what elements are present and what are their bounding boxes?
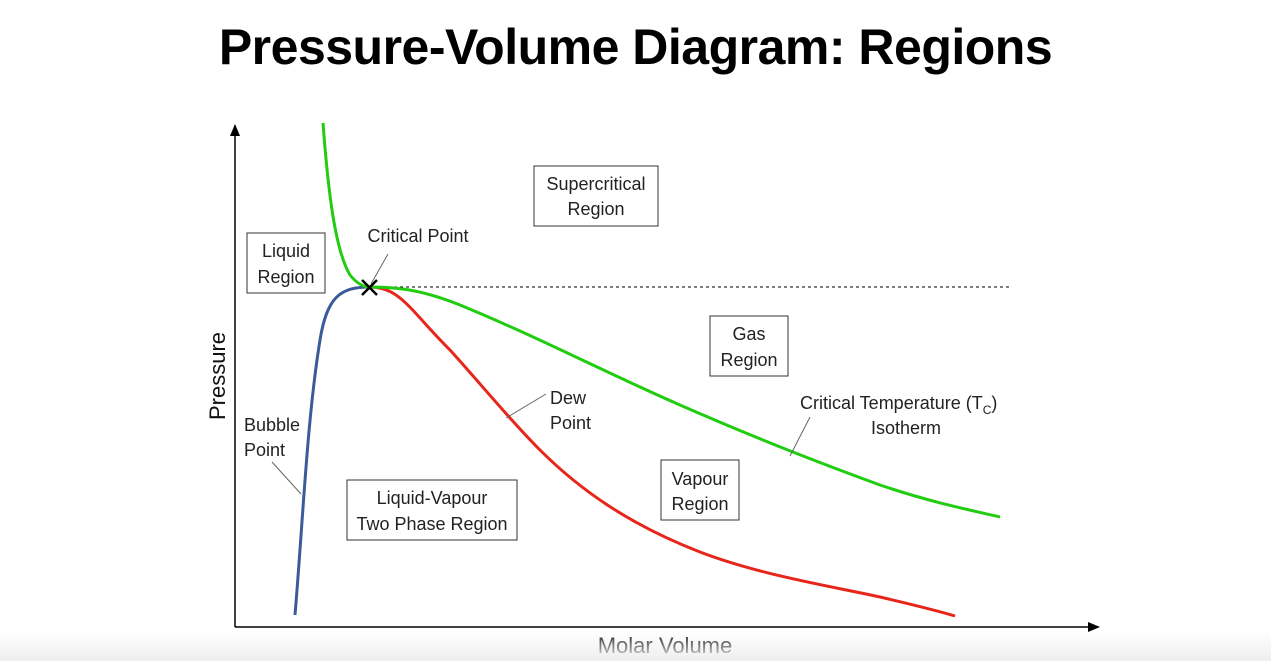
- two-phase-region-box: Liquid-Vapour Two Phase Region: [346, 479, 518, 541]
- page-title: Pressure-Volume Diagram: Regions: [218, 19, 1053, 75]
- bubble-point-label-line1: Bubble: [244, 415, 300, 435]
- y-axis-label: Pressure: [205, 332, 230, 420]
- liquid-label-line2: Region: [257, 267, 314, 287]
- two-phase-label-line1: Liquid-Vapour: [377, 488, 488, 508]
- isotherm-label-line2: Isotherm: [871, 418, 941, 438]
- critical-point-leader: [370, 253, 389, 285]
- supercritical-label-line1: Supercritical: [546, 174, 645, 194]
- isotherm-label-subscript: C: [983, 403, 992, 417]
- two-phase-label-line2: Two Phase Region: [356, 514, 507, 534]
- isotherm-leader: [789, 416, 811, 457]
- supercritical-label-line2: Region: [567, 199, 624, 219]
- dew-point-curve: [369, 285, 956, 618]
- liquid-label-line1: Liquid: [262, 241, 310, 261]
- vapour-label-line2: Region: [671, 494, 728, 514]
- gas-label-line2: Region: [720, 350, 777, 370]
- vapour-label-line1: Vapour: [672, 469, 729, 489]
- x-axis-label: Molar Volume: [598, 633, 733, 658]
- bubble-point-label-line2: Point: [244, 440, 285, 460]
- isotherm-label-close: ): [991, 393, 997, 413]
- critical-isotherm-curve: [321, 122, 1001, 519]
- isotherm-label-main: Critical Temperature (T: [800, 393, 983, 413]
- gas-region-box: Gas Region: [709, 315, 789, 377]
- supercritical-region-box: Supercritical Region: [533, 165, 659, 227]
- bubble-point-curve: [293, 285, 371, 616]
- liquid-region-box: Liquid Region: [246, 232, 326, 294]
- dew-point-label-line1: Dew: [550, 388, 587, 408]
- critical-point-marker: [361, 279, 378, 296]
- critical-point-label: Critical Point: [367, 226, 468, 246]
- bubble-point-leader: [271, 461, 302, 495]
- dew-point-label-line2: Point: [550, 413, 591, 433]
- vapour-region-box: Vapour Region: [660, 459, 740, 521]
- gas-label-line1: Gas: [732, 324, 765, 344]
- isotherm-label-line1: Critical Temperature (TC): [800, 393, 997, 417]
- dew-point-leader: [505, 393, 547, 419]
